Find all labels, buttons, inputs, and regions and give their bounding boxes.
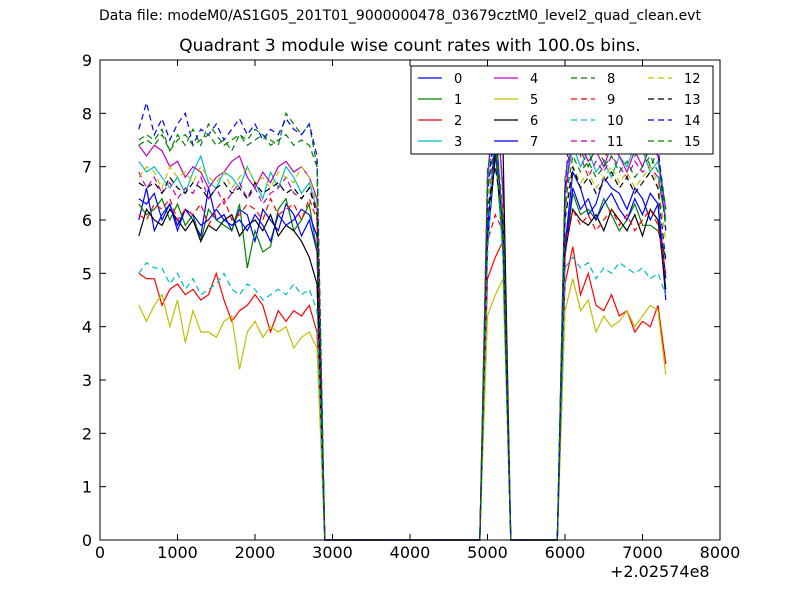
legend-label-9: 9 [607, 93, 615, 108]
legend-label-1: 1 [454, 93, 462, 108]
series-line-15 [138, 133, 667, 541]
series-layer [138, 75, 667, 541]
x-tick-label: 7000 [622, 543, 663, 562]
x-axis-offset-label: +2.02574e8 [610, 562, 710, 581]
figure-suptitle: Data file: modeM0/AS1G05_201T01_90000004… [99, 8, 701, 24]
legend-label-4: 4 [530, 72, 538, 87]
series-line-10 [138, 113, 667, 541]
legend-label-3: 3 [454, 135, 462, 150]
ticks-layer: 0 1000 2000 3000 4000 5000 6000 7000 80000123456… [82, 51, 741, 562]
series-line-1 [138, 150, 667, 541]
series-line-8 [138, 111, 667, 541]
legend-label-7: 7 [530, 135, 538, 150]
y-tick-label: 6 [82, 211, 92, 230]
legend-label-8: 8 [607, 72, 615, 87]
legend-label-0: 0 [454, 72, 462, 87]
legend-label-13: 13 [684, 93, 701, 108]
x-tick-label: 2000 [235, 543, 276, 562]
series-line-2 [138, 241, 667, 541]
series-line-0 [138, 134, 667, 541]
series-line-9 [138, 196, 667, 541]
x-tick-label: 3000 [312, 543, 353, 562]
series-line-13 [138, 166, 667, 541]
x-tick-label: 1000 [157, 543, 198, 562]
series-line-3 [138, 75, 667, 541]
x-tick-label: 6000 [545, 543, 586, 562]
x-tick-label: 5000 [467, 543, 508, 562]
chart-title: Quadrant 3 module wise count rates with … [179, 36, 641, 56]
y-tick-label: 3 [82, 371, 92, 390]
y-tick-label: 7 [82, 158, 92, 177]
series-line-12 [138, 164, 667, 541]
y-tick-label: 9 [82, 51, 92, 70]
legend-label-10: 10 [607, 114, 624, 129]
legend-label-14: 14 [684, 114, 701, 129]
series-line-7 [138, 139, 667, 541]
legend-label-15: 15 [684, 135, 701, 150]
legend-label-12: 12 [684, 72, 701, 87]
y-tick-label: 1 [82, 478, 92, 497]
legend-label-11: 11 [607, 135, 624, 150]
y-tick-label: 8 [82, 104, 92, 123]
legend-label-2: 2 [454, 114, 462, 129]
x-tick-label: 8000 [700, 543, 741, 562]
y-tick-label: 5 [82, 264, 92, 283]
x-tick-label: 4000 [390, 543, 431, 562]
series-line-6 [138, 143, 667, 541]
y-tick-label: 2 [82, 424, 92, 443]
series-line-5 [138, 278, 667, 541]
legend-box [410, 65, 714, 155]
y-tick-label: 0 [82, 531, 92, 550]
x-tick-label: 0 [95, 543, 105, 562]
legend-label-5: 5 [530, 93, 538, 108]
y-tick-label: 4 [82, 318, 92, 337]
legend-label-6: 6 [530, 114, 538, 129]
